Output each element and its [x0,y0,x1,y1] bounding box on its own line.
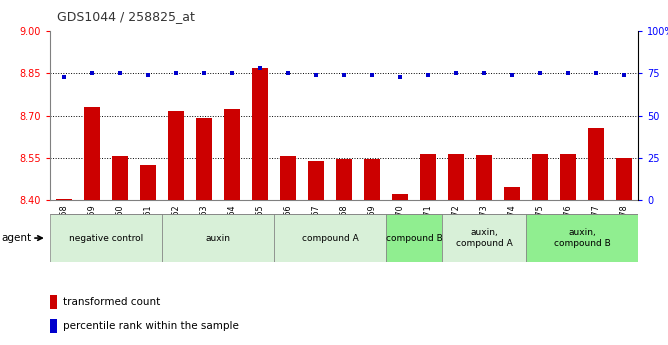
Bar [196,118,212,200]
Bar [84,107,100,200]
Point [451,71,462,76]
Bar [560,154,576,200]
Bar [588,128,605,200]
Point [255,66,265,71]
Point [506,72,517,78]
Point [226,71,237,76]
Point [591,71,601,76]
Bar [224,109,240,200]
Point [171,71,182,76]
Point [562,71,573,76]
Text: compound A: compound A [302,234,359,243]
Bar [504,187,520,200]
Bar [442,214,526,262]
Point [198,71,209,76]
Bar [252,68,269,200]
Text: auxin,
compound B: auxin, compound B [554,228,611,248]
Bar [274,214,386,262]
Bar [168,111,184,200]
Point [479,71,490,76]
Bar [363,159,380,200]
Text: auxin,
compound A: auxin, compound A [456,228,512,248]
Bar [420,154,436,200]
Text: GDS1044 / 258825_at: GDS1044 / 258825_at [57,10,194,23]
Bar [391,195,408,200]
Point [143,72,154,78]
Text: negative control: negative control [69,234,143,243]
Point [619,72,629,78]
Bar [532,154,548,200]
Bar [335,159,353,200]
Bar [386,214,442,262]
Text: percentile rank within the sample: percentile rank within the sample [63,321,239,331]
Point [423,72,434,78]
Bar [140,165,156,200]
Bar [448,154,464,200]
Bar [112,156,128,200]
Point [59,74,69,79]
Bar [50,214,162,262]
Bar [526,214,638,262]
Bar [308,161,325,200]
Bar [162,214,274,262]
Bar [476,155,492,200]
Point [283,71,293,76]
Text: auxin: auxin [206,234,230,243]
Text: compound B: compound B [385,234,442,243]
Point [395,74,405,79]
Point [367,72,377,78]
Text: agent: agent [1,233,31,243]
Bar [50,319,57,333]
Bar [280,156,297,200]
Point [115,71,126,76]
Point [87,71,98,76]
Bar [615,158,633,200]
Bar [55,199,73,200]
Point [534,71,545,76]
Point [311,72,321,78]
Text: transformed count: transformed count [63,297,160,307]
Bar [50,295,57,309]
Point [339,72,349,78]
